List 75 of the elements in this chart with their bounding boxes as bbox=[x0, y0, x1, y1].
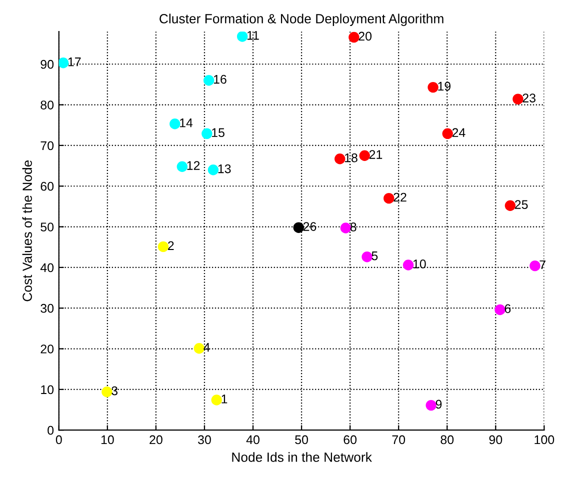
annotation: 14 bbox=[180, 118, 193, 128]
annotation: 13 bbox=[218, 164, 231, 174]
point bbox=[348, 32, 360, 43]
point bbox=[158, 241, 169, 252]
x-axis-title: Node Ids in the Network bbox=[232, 452, 372, 462]
x-tick-label: 90 bbox=[489, 435, 502, 444]
annotation: 25 bbox=[514, 200, 528, 209]
annotation: 20 bbox=[358, 32, 372, 41]
point bbox=[512, 94, 524, 104]
annotation: 24 bbox=[452, 128, 466, 137]
x-tick-label: 0 bbox=[56, 435, 62, 444]
annotation: 16 bbox=[214, 74, 226, 84]
annotation: 7 bbox=[540, 260, 546, 270]
annotation: 2 bbox=[168, 241, 174, 250]
annotation: 1 bbox=[222, 394, 228, 404]
point bbox=[102, 386, 112, 398]
y-axis-title: Cost Values of the Node bbox=[22, 160, 32, 302]
y-tick-label: 30 bbox=[40, 304, 54, 313]
point bbox=[494, 304, 506, 316]
point bbox=[384, 192, 394, 204]
point bbox=[236, 32, 248, 42]
x-tick-label: 60 bbox=[344, 435, 357, 444]
point bbox=[442, 128, 453, 140]
x-tick-label: 70 bbox=[392, 435, 406, 444]
point bbox=[504, 200, 516, 211]
x-tick-label: 20 bbox=[150, 435, 162, 444]
point bbox=[58, 58, 69, 68]
point bbox=[208, 164, 219, 176]
annotation: 19 bbox=[438, 82, 451, 91]
y-tick-label: 90 bbox=[40, 60, 54, 69]
annotation: 10 bbox=[413, 260, 426, 268]
y-tick-label: 10 bbox=[41, 385, 54, 394]
y-tick-label: 50 bbox=[40, 222, 54, 232]
annotation: 9 bbox=[436, 400, 442, 409]
annotation: 18 bbox=[344, 153, 358, 162]
y-tick-label: 60 bbox=[40, 182, 54, 191]
point bbox=[402, 260, 414, 270]
point bbox=[362, 252, 372, 262]
annotation: 22 bbox=[394, 192, 406, 202]
annotation: 11 bbox=[247, 31, 259, 40]
point bbox=[428, 82, 438, 93]
annotation: 12 bbox=[187, 161, 200, 170]
point bbox=[170, 118, 180, 130]
point bbox=[340, 222, 352, 234]
point bbox=[426, 400, 436, 411]
annotation: 4 bbox=[204, 343, 210, 352]
annotation: 15 bbox=[212, 128, 224, 138]
point bbox=[334, 154, 346, 164]
annotation: 8 bbox=[350, 222, 356, 232]
annotation: 5 bbox=[372, 252, 378, 260]
y-tick-label: 0 bbox=[48, 426, 54, 435]
point bbox=[176, 161, 188, 172]
chart-title: Cluster Formation & Node Deployment Algorithm bbox=[160, 14, 444, 26]
point bbox=[530, 260, 540, 272]
y-tick-label: 80 bbox=[40, 100, 54, 110]
annotation: 17 bbox=[68, 58, 81, 66]
point bbox=[204, 75, 214, 86]
y-tick-label: 20 bbox=[40, 344, 54, 354]
y-tick-label: 40 bbox=[40, 263, 54, 272]
point bbox=[194, 343, 204, 354]
x-tick-label: 40 bbox=[246, 435, 260, 444]
point bbox=[359, 150, 370, 161]
point bbox=[211, 394, 222, 406]
y-tick-label: 70 bbox=[40, 141, 54, 150]
x-tick-label: 30 bbox=[198, 435, 211, 444]
x-tick-label: 50 bbox=[295, 435, 308, 444]
point bbox=[202, 128, 212, 140]
annotation: 23 bbox=[522, 94, 536, 102]
x-tick-label: 80 bbox=[440, 435, 454, 444]
annotation: 26 bbox=[303, 222, 316, 231]
point bbox=[293, 222, 304, 233]
x-tick-label: 10 bbox=[101, 435, 114, 444]
x-tick-label: 100 bbox=[534, 435, 554, 444]
annotation: 6 bbox=[504, 304, 511, 314]
annotation: 21 bbox=[369, 150, 382, 159]
